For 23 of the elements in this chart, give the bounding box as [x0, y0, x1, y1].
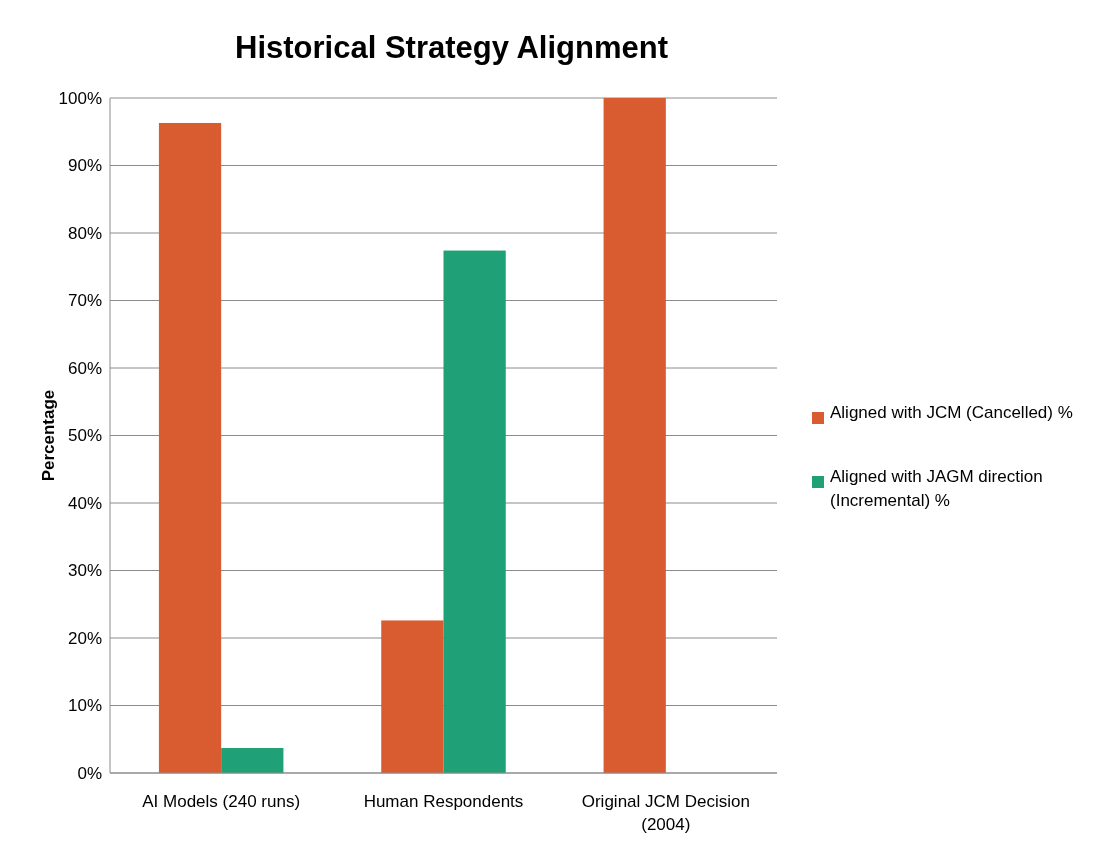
- x-tick-label: Original JCM Decision (2004): [581, 792, 750, 834]
- bar: [158, 122, 222, 773]
- legend-label: Aligned with JAGM direction (Incremental) %: [830, 467, 1043, 510]
- bar: [443, 250, 506, 773]
- legend-label: Aligned with JCM (Cancelled) %: [830, 403, 1073, 422]
- x-tick-label: AI Models (240 runs): [142, 792, 301, 811]
- y-tick-label: 100%: [58, 88, 102, 108]
- y-tick-label: 50%: [67, 426, 102, 446]
- y-tick-label: 20%: [67, 628, 102, 648]
- y-tick-label: 0%: [77, 763, 102, 783]
- bar: [221, 748, 284, 773]
- bar: [381, 620, 444, 773]
- y-tick-label: 70%: [67, 291, 102, 311]
- x-tick-label: Human Respondents: [363, 792, 524, 811]
- y-tick-label: 90%: [67, 156, 102, 176]
- y-tick-label: 10%: [67, 696, 102, 716]
- y-axis-title: Percentage: [39, 389, 58, 482]
- bar: [603, 98, 666, 773]
- y-tick-label: 30%: [67, 561, 102, 581]
- chart-title: Historical Strategy Alignment: [235, 30, 668, 65]
- y-tick-label: 60%: [67, 358, 102, 378]
- y-tick-label: 80%: [67, 223, 102, 243]
- y-tick-label: 40%: [67, 493, 102, 513]
